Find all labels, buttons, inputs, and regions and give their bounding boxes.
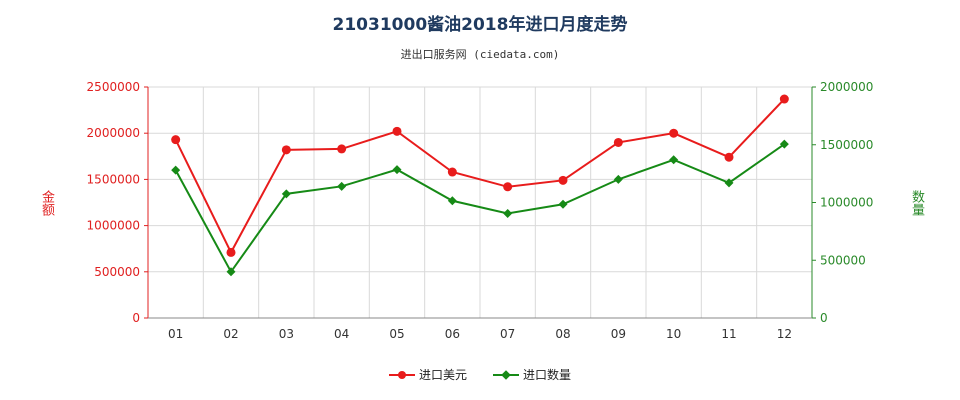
left-axis-tick-label: 500000	[94, 265, 140, 279]
series-2-point	[392, 165, 402, 175]
chart-subtitle: 进出口服务网 (ciedata.com)	[400, 48, 560, 61]
series-1-point	[503, 182, 513, 192]
series-2-point	[779, 139, 789, 149]
legend-marker-usd	[397, 370, 406, 379]
left-axis-tick-label: 2000000	[87, 126, 140, 140]
right-axis-tick-label: 0	[820, 311, 828, 325]
series-1-point	[337, 144, 347, 154]
x-axis-tick-label: 06	[445, 327, 460, 341]
left-axis-tick-label: 2500000	[87, 80, 140, 94]
right-axis-tick-label: 1500000	[820, 138, 873, 152]
series-1-point	[171, 135, 181, 145]
chart-legend: 进口美元 进口数量	[0, 366, 960, 383]
series-1-point	[613, 137, 623, 147]
legend-item-usd[interactable]: 进口美元	[388, 366, 467, 383]
series-2-point	[669, 155, 679, 165]
x-axis-tick-label: 07	[500, 327, 515, 341]
series-1-point	[669, 128, 679, 138]
series-2-point	[503, 208, 513, 218]
x-axis-tick-label: 08	[555, 327, 570, 341]
legend-item-qty[interactable]: 进口数量	[493, 366, 571, 383]
left-axis-tick-label: 1000000	[87, 219, 140, 233]
series-1-point	[281, 145, 291, 155]
left-axis-tick-label: 1500000	[87, 172, 140, 186]
series-2-point	[226, 267, 236, 277]
right-axis-title: 数量	[909, 190, 924, 216]
x-axis-tick-label: 05	[389, 327, 404, 341]
series-2-point	[447, 196, 457, 206]
right-axis-tick-label: 1000000	[820, 196, 873, 210]
left-axis-title: 金额	[39, 190, 54, 216]
series-line-1	[174, 98, 786, 255]
x-axis-tick-label: 09	[611, 327, 626, 341]
series-line-2	[174, 143, 785, 274]
legend-label-usd: 进口美元	[418, 368, 467, 382]
x-axis-tick-label: 01	[168, 327, 183, 341]
x-axis-tick-label: 04	[334, 327, 349, 341]
left-axis-tick-label: 0	[132, 311, 140, 325]
series-1-point	[558, 175, 568, 185]
legend-swatch-qty	[493, 369, 519, 380]
legend-marker-qty	[501, 369, 511, 380]
x-axis-tick-label: 11	[721, 327, 736, 341]
x-axis-tick-label: 02	[223, 327, 238, 341]
series-2-point	[724, 178, 734, 188]
series-2-point	[171, 165, 181, 175]
series-2-point	[613, 174, 623, 184]
x-axis-tick-label: 12	[777, 327, 792, 341]
legend-swatch-usd	[388, 370, 415, 380]
x-axis-tick-label: 03	[279, 327, 294, 341]
series-1-point	[447, 167, 457, 177]
series-2-point	[337, 181, 347, 191]
series-1-point	[226, 247, 236, 257]
series-2-point	[558, 199, 568, 209]
right-axis-tick-label: 500000	[820, 253, 866, 267]
series-1-point	[779, 94, 789, 104]
chart-title: 21031000酱油2018年进口月度走势	[332, 15, 628, 35]
series-2-point	[281, 189, 291, 199]
x-axis-tick-label: 10	[666, 327, 681, 341]
right-axis-tick-label: 2000000	[820, 80, 873, 94]
series-1-point	[392, 126, 402, 136]
series-1-point	[724, 152, 734, 162]
legend-label-qty: 进口数量	[523, 368, 572, 382]
